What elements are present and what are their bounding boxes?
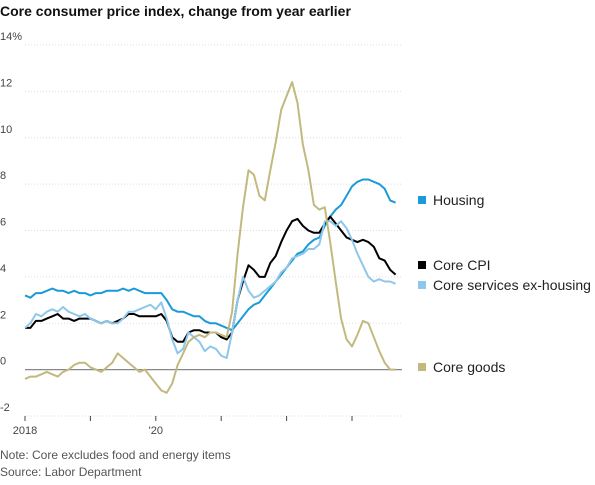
series-line [24,220,396,359]
series-line [24,81,396,394]
y-tick-label: -2 [0,402,10,414]
note: Note: Core excludes food and energy item… [0,448,231,462]
legend-swatch [418,363,426,371]
x-tick-label: 2018 [13,425,37,437]
source: Source: Labor Department [0,465,142,479]
legend-label: Housing [433,192,484,208]
y-tick-label: 10 [0,124,12,136]
y-tick-label: 14% [0,31,22,43]
y-tick-label: 8 [0,170,6,182]
legend-swatch [418,196,426,204]
series-line [24,178,396,332]
legend-label: Core CPI [433,257,491,273]
y-tick-label: 12 [0,77,12,89]
chart-title: Core consumer price index, change from y… [0,3,351,19]
y-tick-label: 0 [0,356,6,368]
legend-label: Core services ex-housing [433,277,591,293]
legend-label: Core goods [433,359,505,375]
legend-swatch [418,281,426,289]
y-tick-label: 4 [0,263,6,275]
y-tick-label: 2 [0,309,6,321]
y-tick-label: 6 [0,217,6,229]
x-tick-label: '20 [149,425,163,437]
legend-swatch [418,261,426,269]
